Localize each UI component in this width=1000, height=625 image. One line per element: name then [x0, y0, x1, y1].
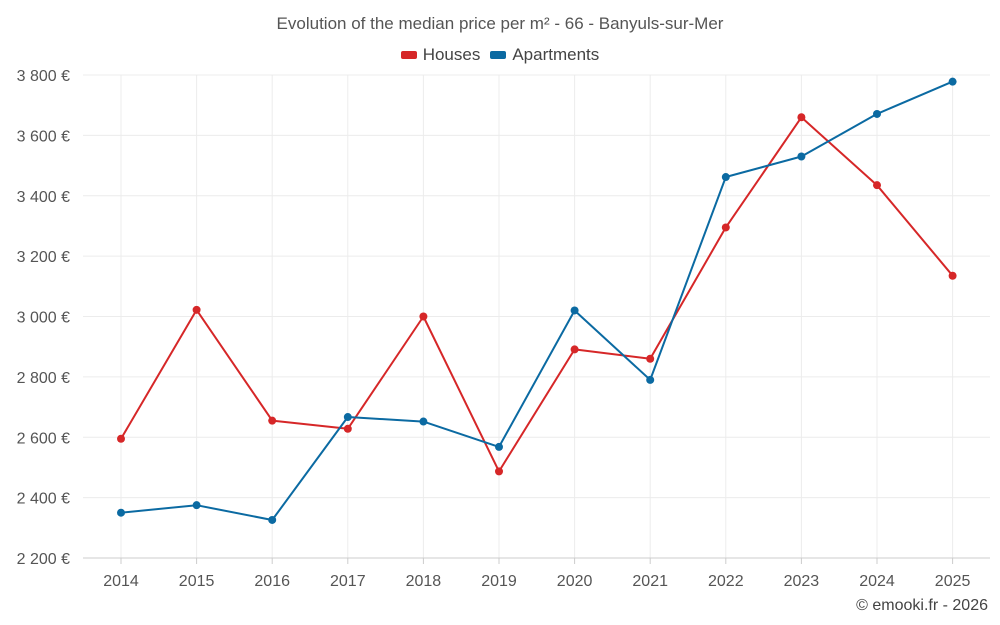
grid	[83, 74, 990, 559]
y-tick-label: 3 200 €	[17, 249, 70, 266]
data-point-apartments	[495, 442, 503, 451]
data-point-houses	[797, 113, 806, 122]
legend-swatch-apartments	[490, 51, 507, 59]
chart-title: Evolution of the median price per m² - 6…	[276, 14, 724, 33]
data-point-houses	[117, 434, 125, 443]
x-tick-label: 2023	[784, 573, 820, 590]
x-axis: 2014 2015 2016 2017 2018 2019 2020 2021 2022 2023…	[83, 557, 990, 590]
x-tick-label: 2018	[406, 573, 442, 590]
x-tick-label: 2024	[859, 573, 895, 590]
data-point-apartments	[646, 375, 655, 384]
data-point-apartments	[948, 77, 957, 86]
data-point-apartments	[343, 413, 352, 422]
series-line-houses	[120, 116, 954, 473]
x-tick-label: 2020	[557, 573, 593, 590]
data-point-houses	[721, 223, 730, 232]
series-layer	[117, 77, 957, 524]
data-point-apartments	[192, 501, 201, 510]
legend-label-apartments: Apartments	[512, 45, 600, 64]
y-tick-label: 2 200 €	[17, 551, 70, 568]
x-tick-label: 2016	[254, 573, 290, 590]
data-point-apartments	[117, 508, 125, 517]
y-tick-label: 3 600 €	[17, 128, 70, 145]
data-point-houses	[268, 416, 277, 425]
data-point-houses	[192, 305, 201, 314]
data-point-apartments	[570, 306, 579, 315]
y-tick-label: 3 000 €	[17, 310, 70, 327]
series-line-apartments	[120, 80, 953, 521]
chart-legend: Houses Apartments	[0, 45, 1000, 65]
y-axis: 2 200 € 2 400 € 2 600 € 2 800 € 3 000 € 3 200…	[17, 68, 70, 568]
x-tick-label: 2021	[632, 573, 668, 590]
credit-text: © emooki.fr - 2026	[856, 597, 988, 614]
x-tick-label: 2019	[481, 573, 517, 590]
data-point-houses	[646, 354, 655, 363]
legend-item-houses[interactable]: Houses	[400, 45, 481, 65]
x-tick-label: 2014	[103, 573, 139, 590]
x-tick-label: 2025	[935, 573, 971, 590]
data-point-apartments	[721, 173, 730, 182]
y-tick-label: 2 800 €	[17, 370, 70, 387]
data-point-houses	[570, 345, 579, 354]
data-point-apartments	[268, 515, 277, 524]
y-tick-label: 3 400 €	[17, 189, 70, 206]
x-tick-label: 2015	[179, 573, 215, 590]
x-tick-label: 2022	[708, 573, 744, 590]
x-tick-label: 2017	[330, 573, 366, 590]
data-point-houses	[873, 181, 881, 190]
legend-item-apartments[interactable]: Apartments	[490, 45, 599, 65]
y-tick-label: 2 600 €	[17, 430, 70, 447]
data-point-houses	[419, 312, 428, 321]
data-point-apartments	[419, 417, 428, 426]
data-point-apartments	[797, 152, 806, 161]
data-point-houses	[343, 424, 352, 433]
y-tick-label: 2 400 €	[17, 491, 70, 508]
data-point-houses	[495, 467, 503, 476]
legend-swatch-houses	[400, 51, 417, 59]
data-point-apartments	[873, 109, 881, 118]
data-point-houses	[948, 271, 957, 280]
y-tick-label: 3 800 €	[17, 68, 70, 85]
legend-label-houses: Houses	[422, 45, 481, 64]
